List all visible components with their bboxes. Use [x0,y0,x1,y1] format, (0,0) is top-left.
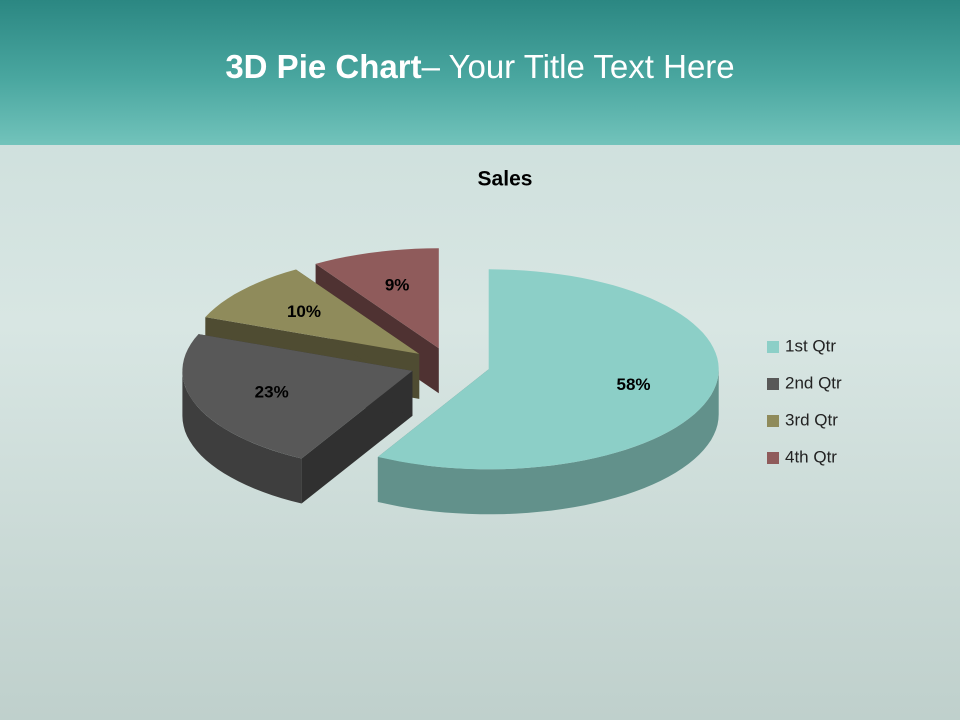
legend-label: 4th Qtr [785,447,837,466]
data-label: 9% [385,275,410,294]
header-band [0,0,960,145]
chart-title: Sales [478,168,533,191]
legend-label: 3rd Qtr [785,410,838,429]
slice [377,269,719,470]
legend-swatch [767,378,779,390]
title-rest: – Your Title Text Here [421,48,735,85]
data-label: 58% [617,375,651,394]
legend-label: 2nd Qtr [785,373,842,392]
slice [182,334,413,459]
slice [315,248,439,349]
data-label: 10% [287,302,321,321]
legend-label: 1st Qtr [785,336,836,355]
slice [205,269,420,354]
slice-wall [377,369,719,515]
legend-swatch [767,341,779,353]
legend-swatch [767,452,779,464]
data-label: 23% [255,382,289,401]
slide-title: 3D Pie Chart– Your Title Text Here [0,48,960,86]
legend-swatch [767,415,779,427]
title-bold: 3D Pie Chart [225,48,422,85]
slice-wall [182,370,302,504]
